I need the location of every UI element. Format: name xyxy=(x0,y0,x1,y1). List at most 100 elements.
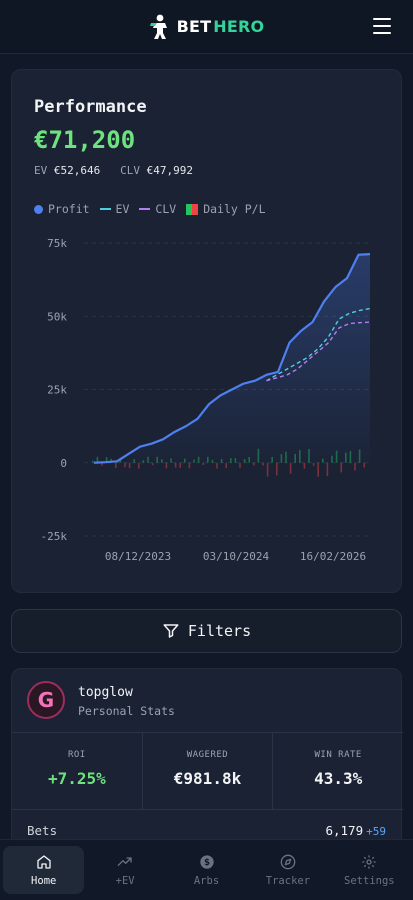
x-tick-label: 16/02/2026 xyxy=(300,550,366,563)
y-tick-label: 50k xyxy=(47,310,67,323)
brand-word-2: HERO xyxy=(213,17,265,36)
daily-pl-bar xyxy=(92,460,94,463)
bets-delta: +59 xyxy=(366,825,386,838)
nav-ev-label: +EV xyxy=(115,874,135,887)
legend-clv[interactable]: CLV xyxy=(139,202,176,216)
nav-arbs-label: Arbs xyxy=(193,874,220,887)
filters-button[interactable]: Filters xyxy=(11,609,402,653)
hamburger-menu-icon[interactable] xyxy=(373,18,391,34)
gear-icon xyxy=(362,854,376,869)
daily-pl-bar xyxy=(96,456,99,463)
winrate-value: 43.3% xyxy=(314,769,363,788)
profit-dot-icon xyxy=(34,204,43,214)
performance-value: €71,200 xyxy=(34,126,136,154)
legend-daily-label: Daily P/L xyxy=(203,202,266,216)
roi-label: ROI xyxy=(67,750,86,760)
brand-word-1: BET xyxy=(176,17,212,36)
nav-ev[interactable]: +EV xyxy=(84,846,165,894)
nav-home-label: Home xyxy=(31,874,57,887)
daily-pl-bar xyxy=(105,457,108,463)
daily-pl-bar xyxy=(225,462,227,469)
brand-logo[interactable]: BET HERO xyxy=(149,14,265,40)
wagered-value: €981.8k xyxy=(173,769,242,788)
daily-pl-bar xyxy=(262,462,264,466)
roi-cell: ROI +7.25% xyxy=(12,733,142,809)
daily-pl-bar xyxy=(354,462,356,471)
daily-pl-bar xyxy=(266,462,269,477)
daily-pl-icon xyxy=(186,203,199,215)
clv-dash-icon xyxy=(139,208,151,210)
wagered-cell: WAGERED €981.8k xyxy=(141,733,273,809)
daily-pl-bar xyxy=(289,462,292,474)
wagered-label: WAGERED xyxy=(186,750,229,760)
performance-chart[interactable]: 75k 50k 25k 0 -25k 08/12/2023 03/10/2024 16/02/… xyxy=(12,220,403,590)
daily-pl-bar xyxy=(216,462,218,469)
series-line-profit xyxy=(93,253,371,464)
nav-arbs[interactable]: $ Arbs xyxy=(166,846,247,894)
home-icon xyxy=(37,854,51,869)
daily-pl-bar xyxy=(115,462,117,468)
daily-pl-bar xyxy=(363,462,365,468)
daily-pl-bar xyxy=(239,462,241,469)
performance-title: Performance xyxy=(34,97,147,117)
daily-pl-bar xyxy=(317,462,319,477)
daily-pl-bar xyxy=(312,462,315,466)
nav-home[interactable]: Home xyxy=(3,846,85,894)
stats-subtitle: Personal Stats xyxy=(78,704,175,718)
logo-icon xyxy=(149,14,167,39)
x-tick-label: 03/10/2024 xyxy=(203,550,270,563)
clv-label: CLV xyxy=(120,164,140,177)
daily-pl-bar xyxy=(151,462,154,466)
daily-pl-bar xyxy=(326,462,329,477)
roi-value: +7.25% xyxy=(47,769,106,788)
nav-settings[interactable]: Settings xyxy=(329,846,410,894)
y-tick-label: 75k xyxy=(47,237,67,250)
daily-pl-bar xyxy=(101,462,103,466)
x-tick-label: 08/12/2023 xyxy=(105,550,171,563)
series-line-clv xyxy=(266,321,371,382)
daily-pl-bar xyxy=(128,462,131,469)
winrate-label: WIN RATE xyxy=(314,750,362,760)
nav-tracker[interactable]: Tracker xyxy=(247,846,328,894)
daily-pl-bar xyxy=(340,462,342,473)
y-tick-label: 0 xyxy=(60,457,67,470)
daily-pl-bar xyxy=(138,462,140,469)
legend-profit[interactable]: Profit xyxy=(34,202,90,216)
daily-pl-bar xyxy=(165,462,168,469)
filter-icon xyxy=(163,624,179,638)
compass-icon xyxy=(280,854,296,869)
clv-value: €47,992 xyxy=(146,164,193,177)
bottom-nav: Home +EV $ Arbs Tracker Settings xyxy=(0,839,413,900)
daily-pl-bar xyxy=(303,462,306,469)
trend-icon xyxy=(117,856,132,866)
bets-value: 6,179 xyxy=(325,823,364,838)
daily-pl-bar xyxy=(253,462,255,466)
legend-clv-label: CLV xyxy=(155,202,177,216)
daily-pl-bar xyxy=(276,462,278,476)
legend-daily[interactable]: Daily P/L xyxy=(186,202,266,216)
stats-grid: ROI +7.25% WAGERED €981.8k WIN RATE 43.3… xyxy=(12,732,403,810)
username: topglow xyxy=(78,685,133,700)
legend-ev[interactable]: EV xyxy=(99,202,129,216)
daily-pl-bar xyxy=(179,462,181,468)
svg-text:$: $ xyxy=(204,858,210,868)
chart-legend: Profit EV CLV Daily P/L xyxy=(34,202,266,216)
avatar[interactable]: G xyxy=(27,681,65,719)
profit-area xyxy=(94,254,370,463)
bets-value-row: 6,179 +59 xyxy=(325,823,386,838)
winrate-cell: WIN RATE 43.3% xyxy=(272,733,403,809)
daily-pl-bar xyxy=(202,462,204,465)
series-line-ev xyxy=(266,307,371,382)
daily-pl-bar xyxy=(174,462,177,468)
y-tick-label: 25k xyxy=(47,384,67,397)
ev-label: EV xyxy=(34,164,48,177)
ev-dash-icon xyxy=(99,208,111,210)
filters-label: Filters xyxy=(187,622,252,640)
y-tick-label: -25k xyxy=(41,530,68,543)
nav-tracker-label: Tracker xyxy=(265,874,311,887)
nav-settings-label: Settings xyxy=(344,874,395,887)
ev-value: €52,646 xyxy=(53,164,101,177)
top-bar: BET HERO xyxy=(0,0,413,54)
bets-label: Bets xyxy=(27,823,58,838)
performance-card: Performance €71,200 EV €52,646 CLV €47,9… xyxy=(11,69,402,593)
